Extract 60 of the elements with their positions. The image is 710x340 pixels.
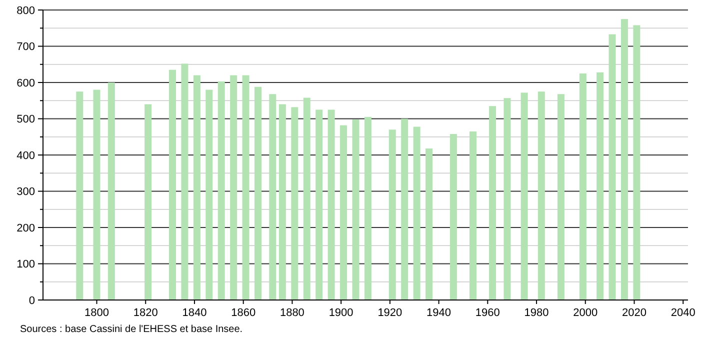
bar [144,104,152,300]
bar [108,82,115,300]
bar [278,104,286,300]
y-tick-label: 200 [16,222,35,234]
x-tick-label: 2040 [670,307,696,319]
bar [413,126,420,300]
x-tick-label: 1900 [328,307,354,319]
bar [620,19,628,300]
x-tick-label: 1920 [378,307,402,319]
y-tick-label: 0 [28,294,35,307]
bar [254,86,262,300]
bar [328,110,335,300]
bar [269,94,276,300]
bar [76,92,84,300]
y-tick-label: 700 [16,41,35,54]
bar [579,73,586,300]
y-tick-label: 500 [16,114,35,126]
bar [340,125,348,300]
y-tick-label: 600 [16,77,35,90]
bar [520,92,528,300]
bar [557,94,564,300]
x-tick-label: 1860 [231,307,256,319]
bar [291,107,298,300]
y-tick-label: 800 [16,4,35,17]
bar [181,64,188,300]
bar [193,75,200,300]
bar [364,116,372,300]
bar [489,106,496,300]
bar [504,98,511,300]
bar [242,75,250,300]
bar [218,81,225,300]
bar [538,92,545,300]
bar [316,110,323,300]
bar [596,72,604,300]
bar [426,148,433,300]
bar [470,131,476,300]
bar [303,98,310,300]
bar [168,70,176,300]
x-tick-label: 1940 [426,307,452,319]
bar [352,119,360,300]
bar [93,90,100,300]
bar [206,90,213,300]
bar [608,34,616,300]
x-tick-label: 2020 [622,307,646,319]
bar [401,118,408,300]
x-tick-label: 1980 [524,307,549,319]
source-note: Sources : base Cassini de l'EHESS et base Insee. [20,324,243,335]
x-tick-label: 1880 [280,307,304,319]
x-tick-label: 2000 [573,307,598,319]
y-tick-label: 100 [16,258,35,271]
x-tick-label: 1960 [475,307,500,319]
y-tick-label: 400 [16,150,35,162]
y-tick-label: 300 [16,186,35,198]
bar [230,75,238,300]
bar [633,25,640,300]
x-tick-label: 1820 [133,307,158,319]
x-tick-label: 1800 [84,307,109,319]
bar [388,130,396,300]
bar [450,134,457,300]
x-tick-label: 1840 [182,307,207,319]
